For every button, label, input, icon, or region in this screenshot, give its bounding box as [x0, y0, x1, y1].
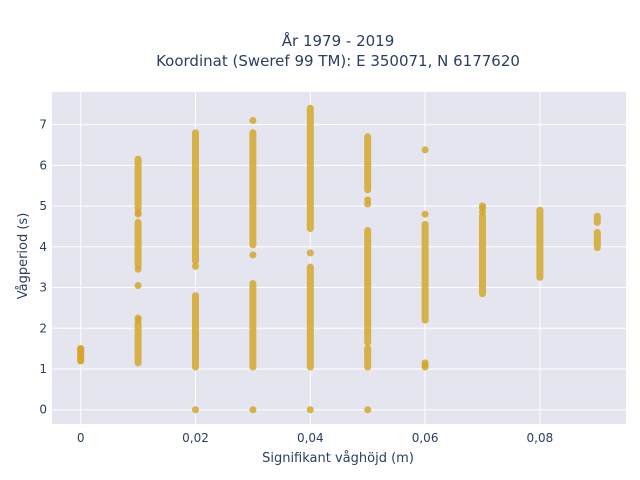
x-tick-label: 0,06 [412, 431, 439, 445]
chart-title-line-1: År 1979 - 2019 [282, 31, 395, 50]
data-point [249, 117, 257, 125]
y-tick-label: 5 [39, 199, 47, 213]
data-point [306, 249, 314, 257]
y-tick-label: 1 [39, 362, 47, 376]
data-point [249, 251, 257, 259]
data-point [192, 262, 199, 270]
data-point [364, 196, 372, 204]
y-tick-label: 0 [39, 403, 47, 417]
y-tick-label: 6 [39, 158, 47, 172]
data-point [192, 406, 199, 414]
y-tick-label: 2 [39, 321, 47, 335]
data-point [421, 210, 429, 218]
data-point [134, 281, 142, 289]
data-point [249, 406, 257, 414]
data-point [364, 406, 372, 414]
data-point [134, 265, 142, 273]
data-point [306, 406, 314, 414]
x-tick-label: 0 [77, 431, 85, 445]
y-tick-label: 7 [39, 118, 47, 132]
y-tick-label: 3 [39, 281, 47, 295]
x-axis-title: Signifikant våghöjd (m) [262, 451, 414, 466]
data-point [134, 208, 142, 216]
y-axis-title: Vågperiod (s) [16, 213, 31, 300]
data-point [134, 314, 142, 322]
x-tick-label: 0,04 [297, 431, 324, 445]
data-points [77, 104, 601, 414]
y-tick-labels: 0 1 2 3 4 5 6 7 [39, 118, 47, 417]
chart-title-line-2: Koordinat (Sweref 99 TM): E 350071, N 61… [156, 52, 520, 70]
x-tick-label: 0,08 [527, 431, 554, 445]
data-point [421, 146, 429, 154]
x-tick-labels: 0 0,02 0,04 0,06 0,08 [77, 431, 553, 445]
y-tick-label: 4 [39, 240, 47, 254]
data-point [479, 202, 486, 210]
x-tick-label: 0,02 [182, 431, 209, 445]
data-point [421, 359, 429, 367]
data-point [77, 345, 85, 353]
